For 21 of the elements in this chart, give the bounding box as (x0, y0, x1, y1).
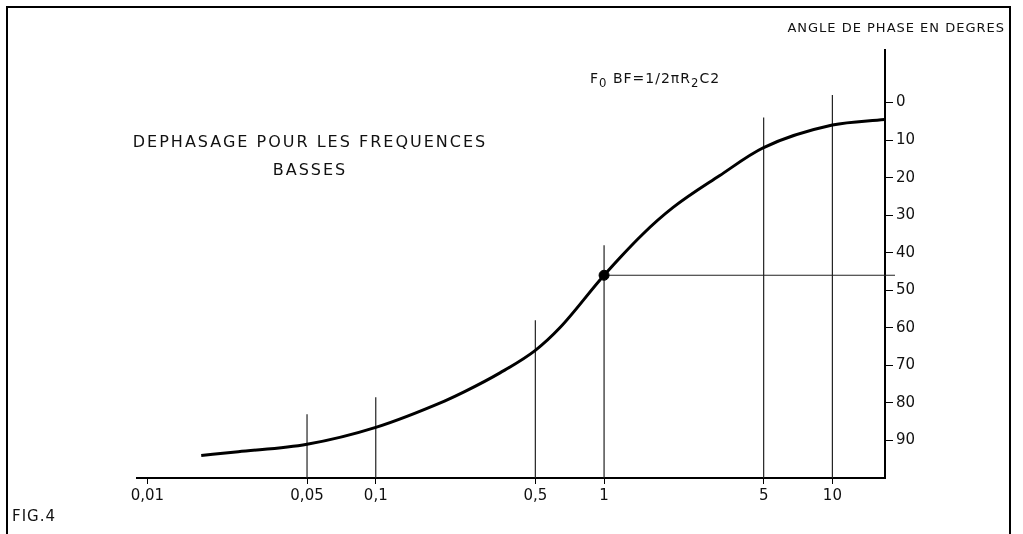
y-tick-label: 50 (896, 280, 916, 299)
y-axis-title: ANGLE DE PHASE EN DEGRES (787, 20, 1005, 35)
y-tick-label: 40 (896, 242, 916, 261)
annotation: F$_{0}$ BF=1/2πR$_{2}$C2 (590, 70, 721, 90)
x-tick-label: 0,01 (130, 485, 165, 504)
y-tick-label: 30 (896, 205, 916, 224)
y-tick-label: 10 (896, 130, 916, 148)
x-tick-label: 1 (599, 485, 609, 504)
y-tick-label: 0 (896, 92, 906, 111)
x-tick-label: 0,05 (290, 485, 324, 504)
y-tick-label: 70 (896, 355, 916, 374)
x-tick-label: 0,1 (363, 485, 388, 504)
x-tick-label: 0,5 (523, 485, 548, 504)
y-tick-label: 60 (896, 317, 916, 336)
y-tick-label: 80 (896, 392, 916, 411)
text: DEPHASAGE POUR LES FREQUENCES BASSES (131, 131, 489, 181)
y-tick-label: 90 (896, 430, 916, 449)
y-tick-label: 20 (896, 167, 916, 186)
x-tick-label: 10 (822, 485, 842, 504)
caption: FIG.4 (12, 507, 56, 525)
x-tick-label: 5 (758, 485, 769, 504)
